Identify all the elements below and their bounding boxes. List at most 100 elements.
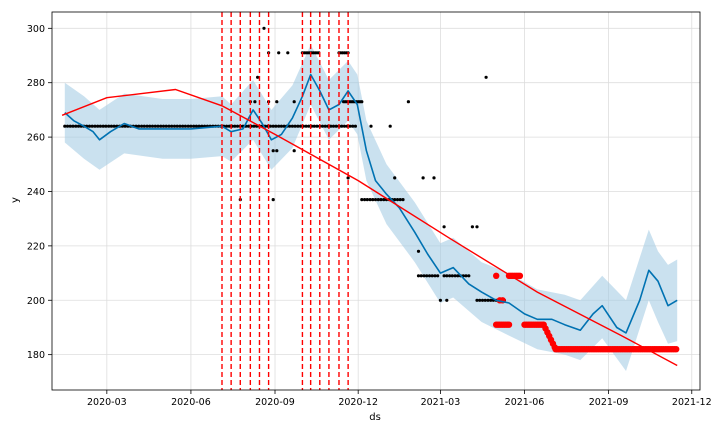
observed-point: [90, 124, 94, 128]
observed-point: [186, 124, 190, 128]
observed-point: [246, 124, 251, 128]
highlighted-point: [516, 272, 524, 279]
observed-point: [296, 124, 300, 128]
observed-point: [448, 274, 452, 278]
observed-point: [142, 124, 146, 128]
observed-point: [225, 124, 229, 128]
observed-point: [277, 124, 281, 128]
y-tick-label: 200: [27, 296, 45, 307]
observed-point: [200, 124, 204, 128]
observed-point: [369, 124, 373, 128]
observed-point: [315, 124, 319, 128]
observed-point: [156, 124, 160, 128]
observed-point: [456, 274, 460, 278]
observed-point: [96, 124, 100, 128]
observed-point: [123, 124, 127, 128]
observed-point: [351, 124, 355, 128]
observed-point: [312, 124, 316, 128]
observed-point: [401, 198, 405, 202]
observed-point: [436, 274, 440, 278]
x-tick-label: 2021-09: [589, 397, 629, 408]
y-tick-label: 260: [27, 133, 45, 144]
observed-point: [271, 149, 275, 153]
observed-point: [112, 124, 116, 128]
observed-point: [353, 124, 357, 128]
observed-point: [323, 124, 327, 128]
observed-point: [167, 124, 171, 128]
observed-point: [107, 124, 111, 128]
observed-point: [181, 124, 185, 128]
observed-point: [299, 124, 303, 128]
observed-point: [178, 124, 182, 128]
observed-point: [290, 124, 294, 128]
observed-point: [406, 100, 410, 104]
observed-point: [464, 274, 468, 278]
observed-point: [376, 198, 380, 202]
x-tick-label: 2020-03: [87, 397, 127, 408]
observed-point: [346, 176, 350, 180]
observed-point: [189, 124, 193, 128]
observed-point: [63, 124, 67, 128]
observed-point: [304, 124, 308, 128]
observed-point: [274, 124, 278, 128]
observed-point: [442, 274, 446, 278]
observed-point: [71, 124, 75, 128]
observed-point: [233, 124, 237, 128]
observed-point: [329, 124, 333, 128]
observed-point: [293, 124, 297, 128]
x-tick-label: 2020-06: [171, 397, 211, 408]
observed-point: [445, 274, 449, 278]
y-tick-label: 220: [27, 241, 45, 252]
highlighted-point: [673, 346, 680, 353]
observed-point: [252, 124, 256, 128]
observed-point: [271, 198, 275, 202]
observed-point: [475, 298, 479, 302]
observed-point: [395, 198, 400, 202]
observed-point: [256, 75, 260, 79]
y-tick-label: 300: [27, 24, 45, 35]
observed-point: [425, 274, 429, 278]
observed-point: [442, 225, 446, 229]
observed-point: [360, 198, 364, 202]
observed-point: [268, 124, 272, 128]
observed-point: [227, 124, 231, 128]
observed-point: [363, 198, 367, 202]
observed-point: [197, 124, 201, 128]
observed-point: [475, 225, 479, 229]
x-tick-label: 2021-06: [505, 397, 545, 408]
observed-point: [140, 124, 144, 128]
observed-point: [74, 124, 78, 128]
observed-point: [382, 198, 386, 202]
x-axis-label: ds: [369, 412, 381, 423]
observed-point: [393, 198, 397, 202]
observed-point: [307, 124, 311, 128]
observed-point: [470, 225, 474, 229]
observed-point: [320, 124, 325, 128]
observed-point: [164, 124, 168, 128]
observed-point: [65, 124, 70, 128]
observed-point: [450, 274, 454, 278]
observed-point: [398, 198, 402, 202]
observed-point: [292, 149, 296, 153]
observed-point: [109, 124, 113, 128]
observed-point: [286, 51, 290, 55]
observed-point: [432, 176, 436, 180]
trend-line: [61, 88, 678, 367]
observed-point: [393, 176, 397, 180]
observed-point: [192, 124, 196, 128]
highlighted-point: [505, 321, 513, 328]
observed-point: [421, 176, 425, 180]
observed-point: [253, 100, 257, 104]
observed-point: [137, 124, 141, 128]
observed-point: [348, 124, 352, 128]
plot-frame: [51, 11, 701, 391]
observed-point: [433, 274, 437, 278]
y-tick-label: 280: [27, 78, 45, 89]
observed-point: [371, 198, 375, 202]
y-tick-label: 180: [27, 350, 45, 361]
observed-point: [480, 298, 485, 302]
observed-point: [161, 124, 166, 128]
observed-point: [277, 51, 281, 55]
